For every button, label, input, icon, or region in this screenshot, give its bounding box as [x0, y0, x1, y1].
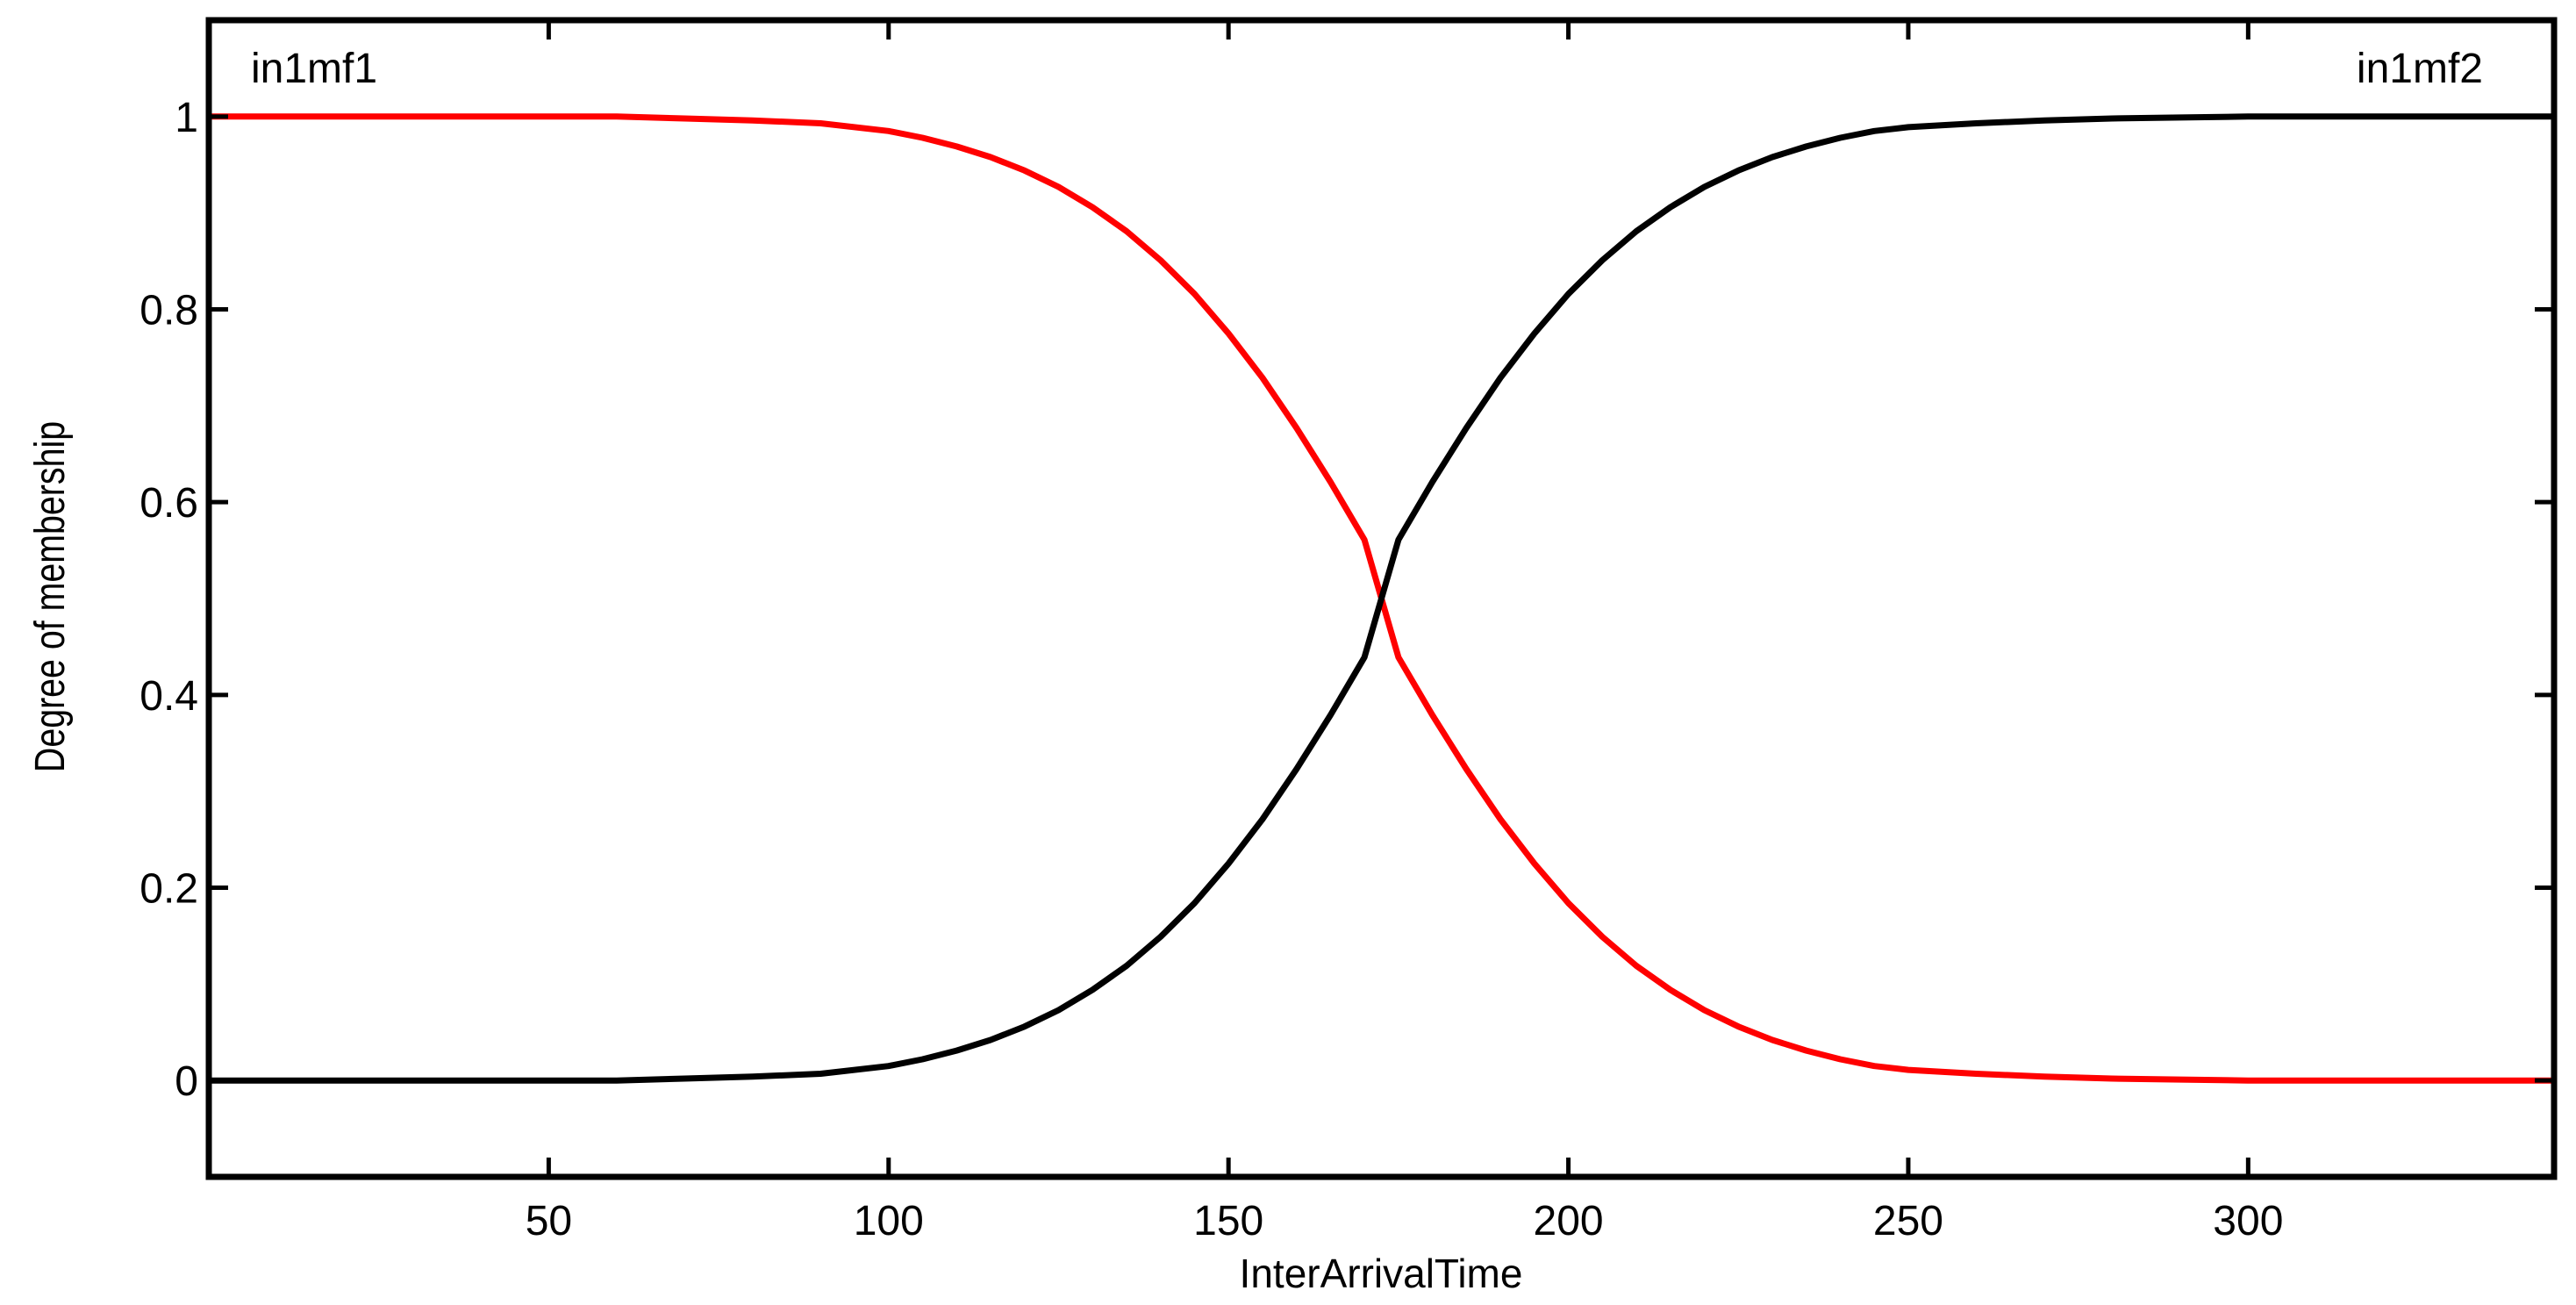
y-tick-label: 0.2	[140, 866, 198, 913]
y-tick-label: 0.4	[140, 673, 198, 720]
x-tick-label: 100	[854, 1198, 924, 1244]
series-curves	[209, 113, 2554, 1084]
x-tick-label: 200	[1534, 1198, 1604, 1244]
y-tick-labels: 0 0.2 0.4 0.6 0.8 1	[140, 95, 198, 1105]
x-tick-label: 250	[1873, 1198, 1943, 1244]
y-tick-label: 1	[175, 95, 198, 141]
x-tick-label: 50	[526, 1198, 572, 1244]
y-axis-label: Degree of membership	[26, 421, 74, 772]
mf-label-in1mf1: in1mf1	[251, 46, 377, 92]
x-tick-labels: 50 100 150 200 250 300	[526, 1198, 2284, 1244]
plot-frame	[205, 17, 2558, 1180]
series-line-in1mf1	[209, 113, 2554, 1084]
mf-label-in1mf2: in1mf2	[2357, 46, 2483, 92]
axis-ticks	[209, 20, 2554, 1177]
series-line-in1mf2	[209, 113, 2554, 1084]
y-tick-label: 0.6	[140, 480, 198, 527]
x-axis-label: InterArrivalTime	[1240, 1251, 1523, 1296]
x-tick-label: 300	[2213, 1198, 2283, 1244]
y-tick-label: 0.8	[140, 288, 198, 334]
y-tick-label: 0	[175, 1058, 198, 1105]
x-tick-label: 150	[1193, 1198, 1263, 1244]
